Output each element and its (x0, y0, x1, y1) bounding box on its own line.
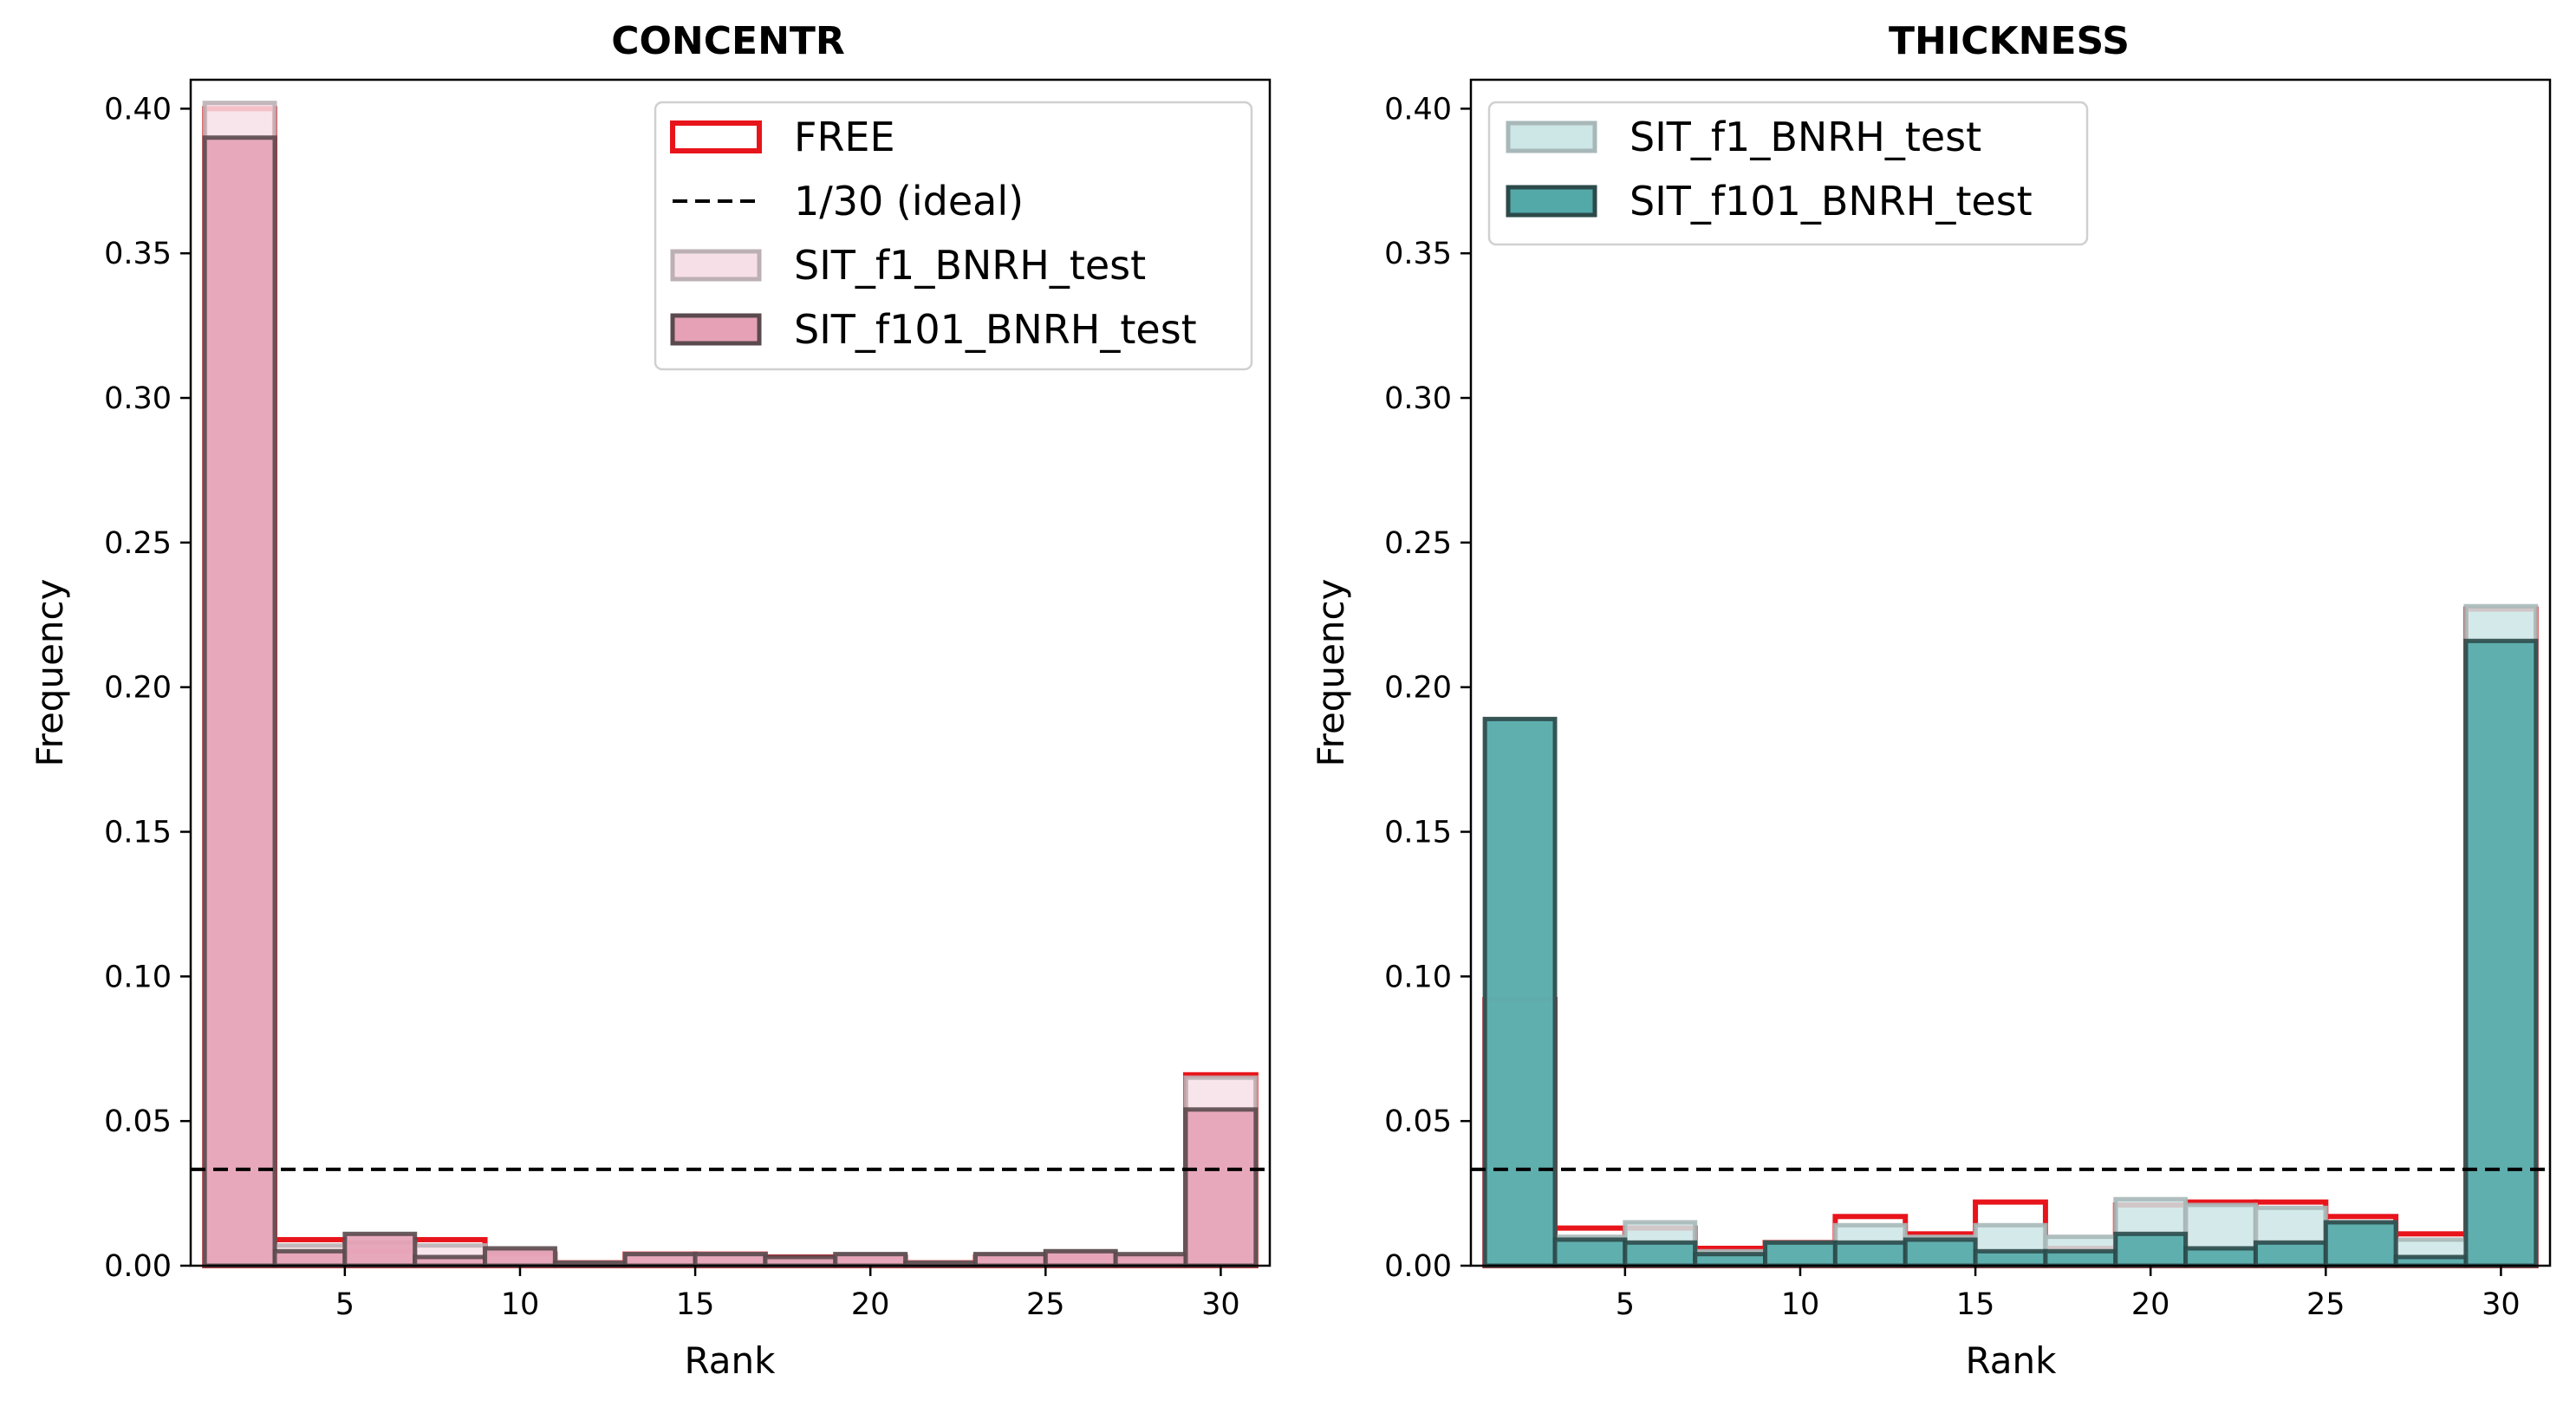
thickness-legend: SIT_f1_BNRH_test SIT_f101_BNRH_test (1487, 101, 2089, 246)
concentr-y-tick-label-0.40: 0.40 (104, 92, 172, 127)
concentr-bar-s2-b0 (202, 135, 277, 1268)
concentr-bar-s2-b13 (1113, 1252, 1188, 1268)
concentr-title: CONCENTR (611, 19, 845, 63)
concentr-x-tick-label-15: 15 (676, 1287, 715, 1322)
thickness-y-tick-label-0.35: 0.35 (1384, 237, 1452, 271)
thickness-bar-s2-b2 (1623, 1240, 1698, 1268)
thickness-x-axis-label: Rank (1966, 1339, 2058, 1382)
legend-thickness-sit-f101-swatch (1506, 185, 1597, 218)
legend-sit-f1-label: SIT_f1_BNRH_test (794, 242, 1146, 289)
concentr-bar-s2-b3 (413, 1254, 488, 1268)
legend-free-label: FREE (794, 114, 895, 160)
concentr-y-tick-label-0.25: 0.25 (104, 526, 172, 561)
legend-thickness-sit-f101-label: SIT_f101_BNRH_test (1630, 178, 2033, 225)
thickness-x-tick-label-5: 5 (1616, 1287, 1635, 1322)
thickness-y-axis-label: Frequency (1310, 579, 1352, 767)
thickness-bar-s2-b6 (1903, 1237, 1978, 1268)
concentr-x-tick-label-5: 5 (335, 1287, 355, 1322)
thickness-y-tick-label-0.10: 0.10 (1384, 960, 1452, 994)
concentr-x-tick-label-30: 30 (1201, 1287, 1240, 1322)
legend-thickness-sit-f1-swatch (1506, 121, 1597, 153)
thickness-bars (1482, 603, 2539, 1269)
legend-ideal-label: 1/30 (ideal) (794, 178, 1024, 225)
thickness-y-tick-label-0.00: 0.00 (1384, 1249, 1452, 1284)
legend-sit-f1-swatch (670, 249, 762, 282)
thickness-y-tick-label-0.30: 0.30 (1384, 381, 1452, 416)
concentr-bar-s2-b1 (272, 1248, 348, 1268)
thickness-y-tick-label-0.15: 0.15 (1384, 816, 1452, 850)
thickness-bar-s2-b13 (2393, 1254, 2469, 1268)
concentr-axes-frame (189, 78, 1272, 1267)
thickness-axes-frame (1469, 78, 2552, 1267)
thickness-legend-box (1487, 101, 2089, 246)
thickness-x-tick-label-25: 25 (2306, 1287, 2345, 1322)
concentr-y-axis-label: Frequency (29, 579, 71, 767)
thickness-x-tick-label-15: 15 (1956, 1287, 1995, 1322)
legend-thickness-sit-f1-label: SIT_f1_BNRH_test (1630, 114, 1981, 160)
concentr-bar-s2-b14 (1183, 1107, 1259, 1268)
concentr-y-tick-label-0.15: 0.15 (104, 816, 172, 850)
thickness-bar-s2-b7 (1973, 1248, 2048, 1268)
thickness-x-tick-label-20: 20 (2131, 1287, 2170, 1322)
thickness-bar-s2-b12 (2323, 1220, 2398, 1268)
concentr-bar-s2-b2 (342, 1231, 418, 1268)
concentr-bar-s2-b7 (693, 1252, 768, 1268)
legend-free-swatch (670, 121, 762, 153)
thickness-y-tick-label-0.20: 0.20 (1384, 671, 1452, 706)
concentr-bar-s2-b12 (1043, 1248, 1118, 1268)
thickness-bar-s2-b9 (2113, 1231, 2189, 1268)
concentr-legend: FREE 1/30 (ideal) SIT_f1_BNRH_test SIT_f… (654, 101, 1253, 371)
thickness-y-tick-label-0.25: 0.25 (1384, 526, 1452, 561)
thickness-y-tick-label-0.40: 0.40 (1384, 92, 1452, 127)
thickness-bar-s2-b1 (1552, 1237, 1628, 1268)
thickness-bar-s2-b3 (1693, 1252, 1768, 1268)
concentr-x-axis-label: Rank (685, 1339, 777, 1382)
concentr-x-tick-label-10: 10 (501, 1287, 540, 1322)
concentr-y-tick-label-0.10: 0.10 (104, 960, 172, 994)
concentr-y-tick-label-0.00: 0.00 (104, 1249, 172, 1284)
thickness-bar-s2-b0 (1482, 716, 1558, 1268)
concentr-bars (202, 101, 1259, 1269)
thickness-x-tick-label-10: 10 (1781, 1287, 1820, 1322)
concentr-panel: CONCENTR 5 10 15 20 25 30 0.00 0.05 0.10 0.15 0.2… (29, 19, 1272, 1382)
thickness-panel: THICKNESS 5 10 15 20 25 30 0.000.050.100.150.… (1310, 19, 2552, 1382)
thickness-bar-s2-b5 (1832, 1240, 1908, 1268)
concentr-x-tick-label-20: 20 (851, 1287, 890, 1322)
concentr-bar-s2-b8 (763, 1254, 838, 1268)
concentr-bar-s2-b4 (483, 1246, 557, 1268)
thickness-bar-s2-b10 (2183, 1246, 2258, 1268)
concentr-x-ticks: 5 10 15 20 25 30 (335, 1266, 1240, 1322)
thickness-y-tick-label-0.05: 0.05 (1384, 1104, 1452, 1139)
thickness-y-ticks: 0.00 0.05 0.10 0.15 0.20 0.25 0.30 0.35 0.40 (1384, 92, 1471, 1284)
legend-sit-f101-label: SIT_f101_BNRH_test (794, 306, 1197, 353)
legend-sit-f101-swatch (670, 313, 762, 346)
thickness-bar-s2-b14 (2463, 638, 2539, 1268)
concentr-legend-box (654, 101, 1253, 371)
concentr-y-tick-label-0.30: 0.30 (104, 381, 172, 416)
thickness-x-ticks: 5 10 15 20 25 30 (1616, 1266, 2521, 1322)
concentr-y-tick-label-0.05: 0.05 (104, 1104, 172, 1139)
thickness-bar-s2-b8 (2043, 1248, 2118, 1268)
concentr-y-ticks: 0.00 0.05 0.10 0.15 0.20 0.25 0.30 0.35 0.40 (104, 92, 191, 1284)
thickness-x-tick-label-30: 30 (2482, 1287, 2521, 1322)
concentr-y-tick-label-0.35: 0.35 (104, 237, 172, 271)
concentr-bar-s2-b9 (833, 1252, 908, 1268)
thickness-title: THICKNESS (1889, 19, 2130, 63)
concentr-bar-s2-b11 (973, 1252, 1048, 1268)
concentr-bar-s2-b6 (622, 1252, 698, 1268)
concentr-y-tick-label-0.20: 0.20 (104, 671, 172, 706)
thickness-bar-s2-b11 (2253, 1240, 2328, 1268)
concentr-x-tick-label-25: 25 (1026, 1287, 1065, 1322)
thickness-bar-s2-b4 (1763, 1240, 1838, 1268)
